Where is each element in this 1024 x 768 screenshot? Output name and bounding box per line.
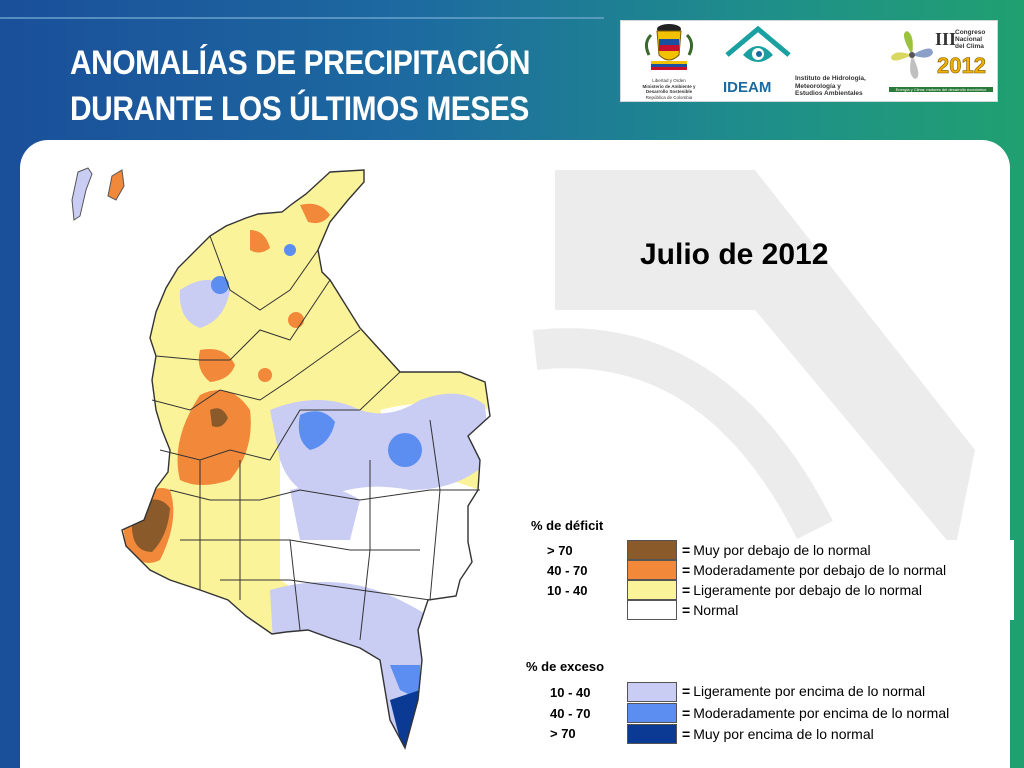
congress-tagline: Energía y Clima: motores del desarrollo … <box>889 87 993 92</box>
title-line-1: ANOMALÍAS DE PRECIPITACIÓN <box>70 44 531 82</box>
swatch-ligero-encima <box>627 682 677 702</box>
ministry-line-4: República de Colombia <box>645 94 693 100</box>
deficit-range-2: 40 - 70 <box>547 563 588 578</box>
watermark-icon <box>532 170 975 550</box>
coat-of-arms-icon <box>644 24 694 70</box>
legend-item-moderado-debajo: = Moderadamente por debajo de lo normal <box>682 562 947 578</box>
ministry-line-2: Ministerio de Ambiente y <box>642 83 696 89</box>
swatch-muy-debajo <box>627 540 677 560</box>
legend-item-normal: = Normal <box>682 602 739 618</box>
swatch-moderado-debajo <box>627 560 677 580</box>
swatch-moderado-encima <box>627 703 677 723</box>
legend-background <box>520 540 1014 620</box>
header-rule <box>0 17 604 19</box>
ministry-line-3: Desarrollo Sostenible <box>645 89 693 94</box>
legend-item-muy-debajo: = Muy por debajo de lo normal <box>682 542 871 558</box>
ministry-line-1: Libertad y Orden <box>652 78 686 83</box>
congress-year: 2012 <box>937 53 987 79</box>
ideam-name: IDEAM <box>723 79 772 96</box>
pinwheel-icon <box>891 31 933 79</box>
title-line-2: DURANTE LOS ÚLTIMOS MESES <box>70 90 529 128</box>
congress-roman: III <box>935 29 957 49</box>
congress-line-1: Congreso <box>955 29 986 36</box>
precipitation-anomaly-map <box>71 167 491 749</box>
ministry-logo: Libertad y Orden Ministerio de Ambiente … <box>629 21 709 101</box>
map-heading: Julio de 2012 <box>640 238 829 271</box>
deficit-range-3: 10 - 40 <box>547 583 588 598</box>
legend-item-moderado-encima: = Moderadamente por encima de lo normal <box>682 705 950 721</box>
slide-title: ANOMALÍAS DE PRECIPITACIÓN DURANTE LOS Ú… <box>70 40 545 132</box>
deficit-range-1: > 70 <box>547 543 573 558</box>
swatch-muy-encima <box>627 724 677 744</box>
ideam-icon <box>725 25 791 62</box>
excess-range-2: 40 - 70 <box>550 706 591 721</box>
ideam-line-1: Instituto de Hidrología, <box>795 75 866 82</box>
legend-item-ligero-encima: = Ligeramente por encima de lo normal <box>682 683 926 699</box>
ideam-line-2: Meteorología y <box>795 82 841 90</box>
ideam-logo: IDEAM Instituto de Hidrología, Meteorolo… <box>717 21 877 101</box>
island-san-andres <box>71 167 93 221</box>
excess-range-3: > 70 <box>550 726 576 741</box>
island-providencia <box>107 169 125 201</box>
excess-title: % de exceso <box>526 659 605 674</box>
legend-item-muy-encima: = Muy por encima de lo normal <box>682 726 874 742</box>
congress-line-3: del Clima <box>955 43 984 50</box>
excess-range-1: 10 - 40 <box>550 685 591 700</box>
congress-logo: III Congreso Nacional del Clima 2012 Ene… <box>887 21 995 101</box>
ideam-line-3: Estudios Ambientales <box>795 90 863 97</box>
swatch-normal <box>627 600 677 620</box>
logos-strip: Libertad y Orden Ministerio de Ambiente … <box>620 20 998 102</box>
congress-line-2: Nacional <box>955 36 983 43</box>
deficit-title: % de déficit <box>531 518 604 533</box>
swatch-ligero-debajo <box>627 580 677 600</box>
legend-item-ligero-debajo: = Ligeramente por debajo de lo normal <box>682 582 922 598</box>
